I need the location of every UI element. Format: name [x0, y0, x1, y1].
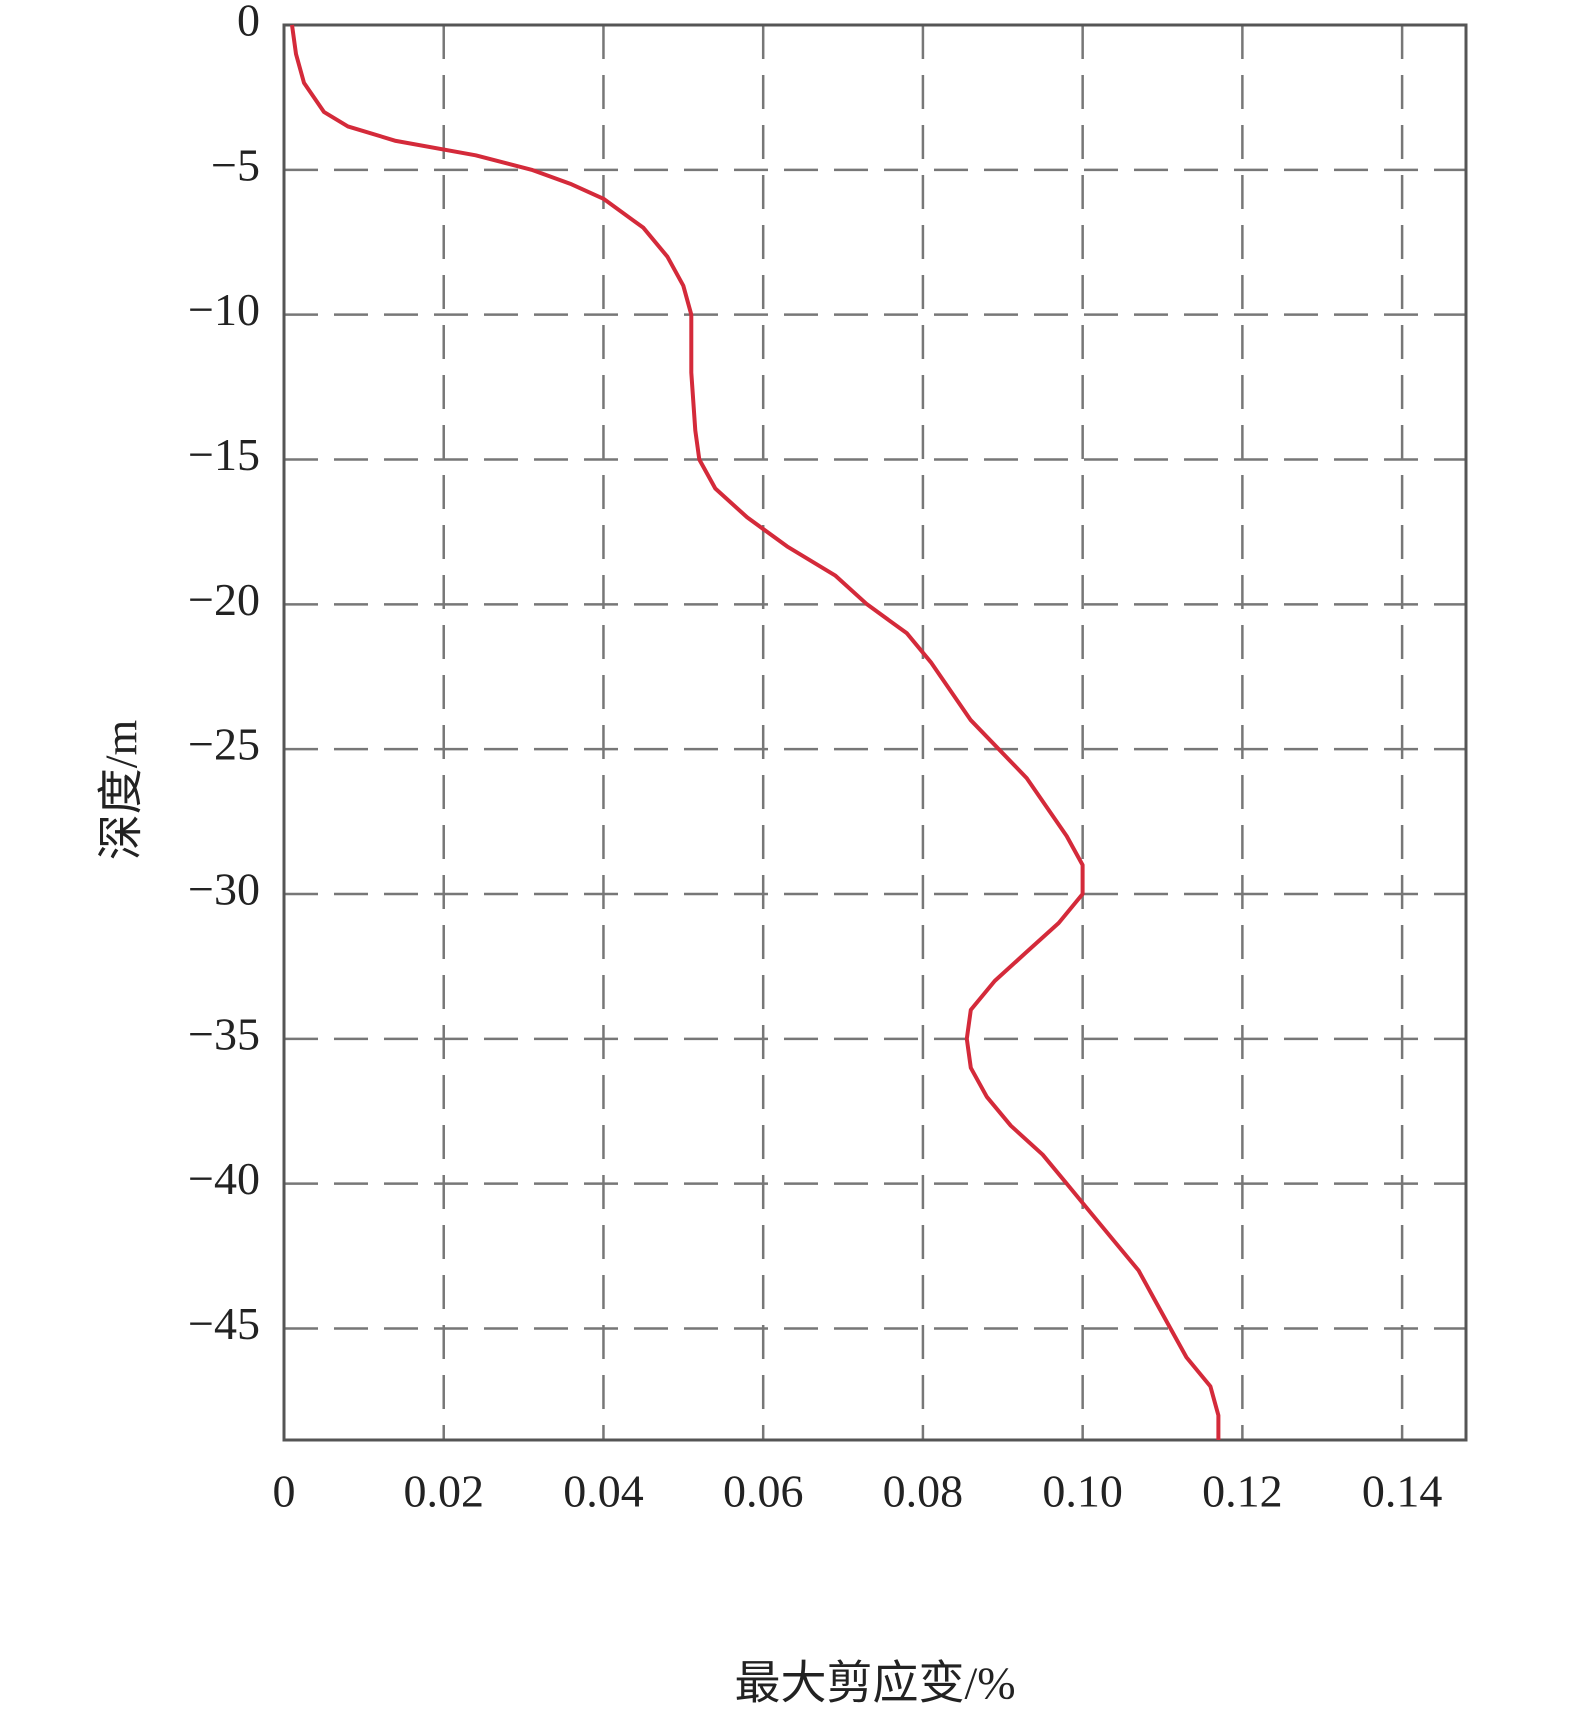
x-tick-label: 0.08 [883, 1466, 964, 1517]
y-tick-label: −30 [188, 864, 260, 915]
y-tick-label: −20 [188, 574, 260, 625]
x-tick-label: 0.12 [1202, 1466, 1283, 1517]
y-tick-label: 0 [237, 0, 260, 46]
data-line [290, 24, 1221, 1440]
x-tick-label: 0.14 [1362, 1466, 1443, 1517]
y-tick-label: −25 [188, 719, 260, 770]
x-tick-label: 0 [273, 1466, 296, 1517]
x-tick-label: 0.02 [403, 1466, 484, 1517]
y-tick-label: −10 [188, 284, 260, 335]
y-tick-label: −35 [188, 1008, 260, 1059]
plot-frame [282, 23, 1468, 1442]
x-axis-label: 最大剪应变/% [734, 1658, 1015, 1709]
y-tick-label: −45 [188, 1298, 260, 1349]
x-tick-label: 0.04 [563, 1466, 644, 1517]
y-tick-label: −40 [188, 1153, 260, 1204]
y-tick-label: −5 [211, 139, 260, 190]
y-axis-label: 深度/m [96, 720, 147, 861]
x-tick-label: 0.10 [1042, 1466, 1123, 1517]
y-tick-label: −15 [188, 429, 260, 480]
x-tick-label: 0.06 [723, 1466, 804, 1517]
